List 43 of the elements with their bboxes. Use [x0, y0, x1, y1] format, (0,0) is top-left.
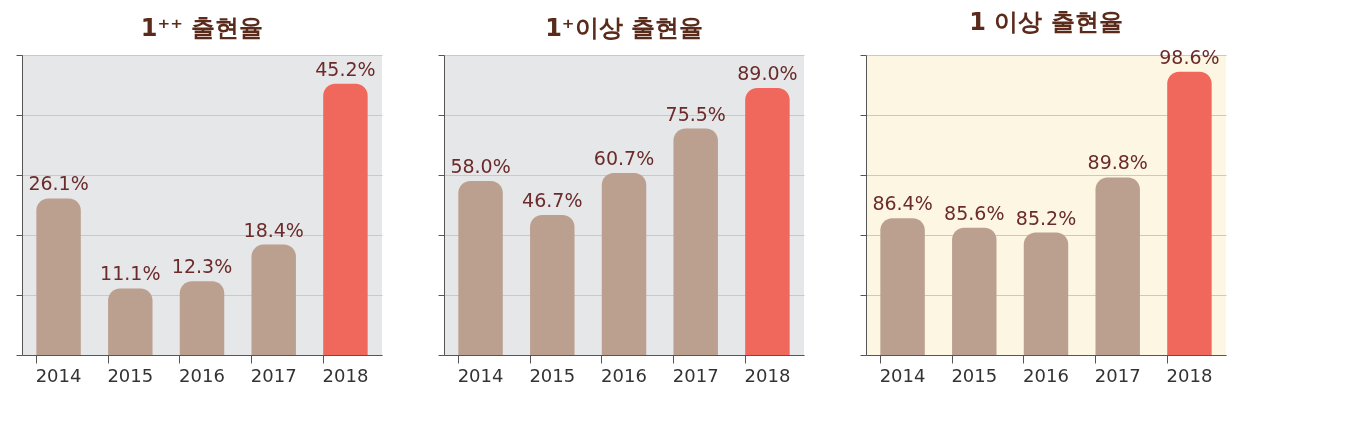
data-label: 60.7%	[593, 146, 655, 169]
bar	[673, 128, 718, 355]
x-tick-label: 2018	[744, 364, 791, 386]
bar	[179, 281, 225, 355]
data-label: 85.2%	[1015, 206, 1077, 229]
x-tick-label: 2015	[529, 364, 576, 386]
bar	[36, 198, 81, 355]
x-tick-label: 2014	[879, 364, 926, 386]
bar	[251, 244, 296, 355]
x-tick-label: 2018	[322, 364, 369, 386]
chart-title: 1 이상 출현율	[969, 7, 1123, 36]
x-tick-label: 2017	[1094, 364, 1141, 386]
x-tick-label: 2016	[1023, 364, 1069, 386]
x-tick-label: 2015	[951, 364, 998, 386]
x-tick-label: 2017	[250, 364, 297, 386]
chart-title: 1⁺⁺ 출현율	[140, 13, 264, 42]
bar	[108, 288, 153, 355]
data-label: 89.0%	[737, 62, 798, 84]
data-label: 75.5%	[665, 102, 726, 125]
data-label: 11.1%	[100, 262, 161, 285]
bar	[530, 214, 575, 355]
data-label: 46.7%	[522, 188, 583, 211]
data-label: 85.6%	[944, 201, 1005, 224]
x-tick-label: 2017	[672, 364, 719, 386]
data-label: 98.6%	[1159, 45, 1220, 68]
data-label: 45.2%	[315, 57, 376, 80]
chart-title: 1⁺이상 출현율	[545, 13, 703, 42]
bar	[458, 181, 503, 355]
x-tick-label: 2014	[35, 364, 82, 386]
x-tick-label: 2018	[1166, 364, 1213, 386]
x-tick-label: 2016	[601, 364, 647, 386]
x-tick-label: 2016	[179, 364, 225, 386]
data-label: 89.8%	[1087, 151, 1148, 174]
data-label: 12.3%	[171, 255, 233, 278]
data-label: 18.4%	[243, 218, 304, 241]
data-label: 26.1%	[28, 172, 89, 195]
bar	[323, 83, 368, 355]
data-label: 86.4%	[872, 192, 933, 215]
x-tick-label: 2014	[457, 364, 504, 386]
bar	[601, 172, 647, 355]
bar	[745, 88, 790, 355]
data-label: 58.0%	[450, 155, 511, 177]
x-tick-label: 2015	[107, 364, 154, 386]
